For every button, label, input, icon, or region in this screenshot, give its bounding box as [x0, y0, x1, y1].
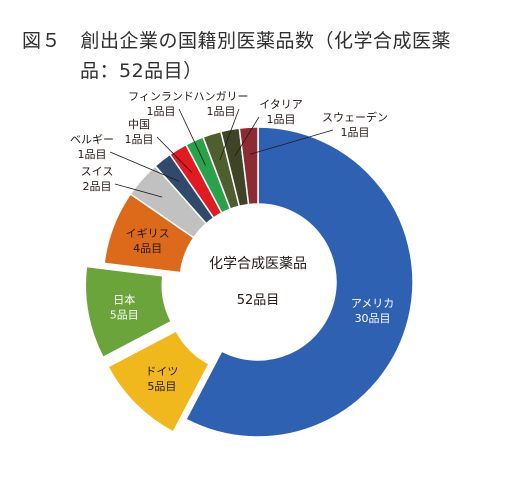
- slice-label-country-1: ドイツ: [145, 365, 178, 378]
- leader-line-6: [156, 136, 193, 173]
- center-total: 52品目: [237, 293, 280, 308]
- slice-label-10: スウェーデン 1品目: [322, 110, 388, 139]
- slice-label-2: 日本 5品目: [110, 293, 139, 322]
- slice-label-country-8: ハンガリー: [194, 90, 249, 103]
- chart-title: 図５ 創出企業の国籍別医薬品数（化学合成医薬 品：52品目）: [22, 26, 492, 86]
- slice-label-country-9: イタリア: [259, 98, 303, 111]
- slice-label-0: アメリカ 30品目: [351, 297, 394, 325]
- slice-label-value-8: 1品目: [207, 105, 236, 118]
- chart-title-line2: 品：52品目）: [80, 60, 203, 82]
- slice-label-value-3: 4品目: [133, 242, 162, 255]
- slice-label-country-0: アメリカ: [351, 297, 394, 310]
- slice-label-country-4: スイス: [81, 165, 114, 178]
- leader-lines: [109, 108, 334, 198]
- slice-label-country-7: フィンランド: [128, 90, 194, 103]
- slice-label-9: イタリア 1品目: [259, 98, 303, 126]
- slice-label-value-10: 1品目: [341, 126, 370, 139]
- slice-label-3: イギリス 4品目: [126, 227, 170, 255]
- center-label: 化学合成医薬品: [209, 256, 307, 272]
- slice-10: [238, 126, 259, 206]
- slice-label-value-6: 1品目: [125, 133, 154, 146]
- slice-label-4: スイス 2品目: [81, 165, 114, 193]
- slice-label-value-9: 1品目: [267, 113, 296, 126]
- slice-label-value-7: 1品目: [147, 105, 176, 118]
- leader-line-8: [219, 108, 240, 160]
- slice-1: [107, 329, 211, 433]
- slice-label-6: 中国 1品目: [125, 118, 154, 146]
- leader-line-7: [178, 108, 206, 166]
- slice-0: [184, 126, 414, 438]
- slice-label-8: ハンガリー 1品目: [194, 90, 249, 118]
- leader-line-4: [114, 183, 163, 198]
- slice-label-value-0: 30品目: [355, 312, 391, 325]
- slice-label-country-10: スウェーデン: [322, 110, 388, 124]
- slice-label-7: フィンランド 1品目: [128, 90, 194, 118]
- chart-title-line1: 図５ 創出企業の国籍別医薬品数（化学合成医薬: [22, 30, 452, 52]
- slice-label-value-2: 5品目: [110, 309, 139, 322]
- slice-label-country-5: ベルギー: [70, 133, 114, 146]
- donut-slices: [84, 126, 414, 438]
- slice-label-5: ベルギー 1品目: [70, 133, 114, 161]
- slice-label-value-1: 5品目: [147, 380, 176, 393]
- slice-label-country-2: 日本: [113, 293, 135, 307]
- slice-label-value-5: 1品目: [78, 148, 107, 161]
- leader-line-10: [250, 129, 334, 155]
- slice-label-country-6: 中国: [128, 118, 150, 131]
- slice-label-country-3: イギリス: [126, 227, 170, 240]
- slice-2: [84, 265, 173, 359]
- slice-label-1: ドイツ 5品目: [145, 365, 178, 393]
- slice-label-value-4: 2品目: [83, 180, 112, 193]
- leader-line-9: [234, 116, 260, 157]
- leader-line-5: [109, 151, 180, 182]
